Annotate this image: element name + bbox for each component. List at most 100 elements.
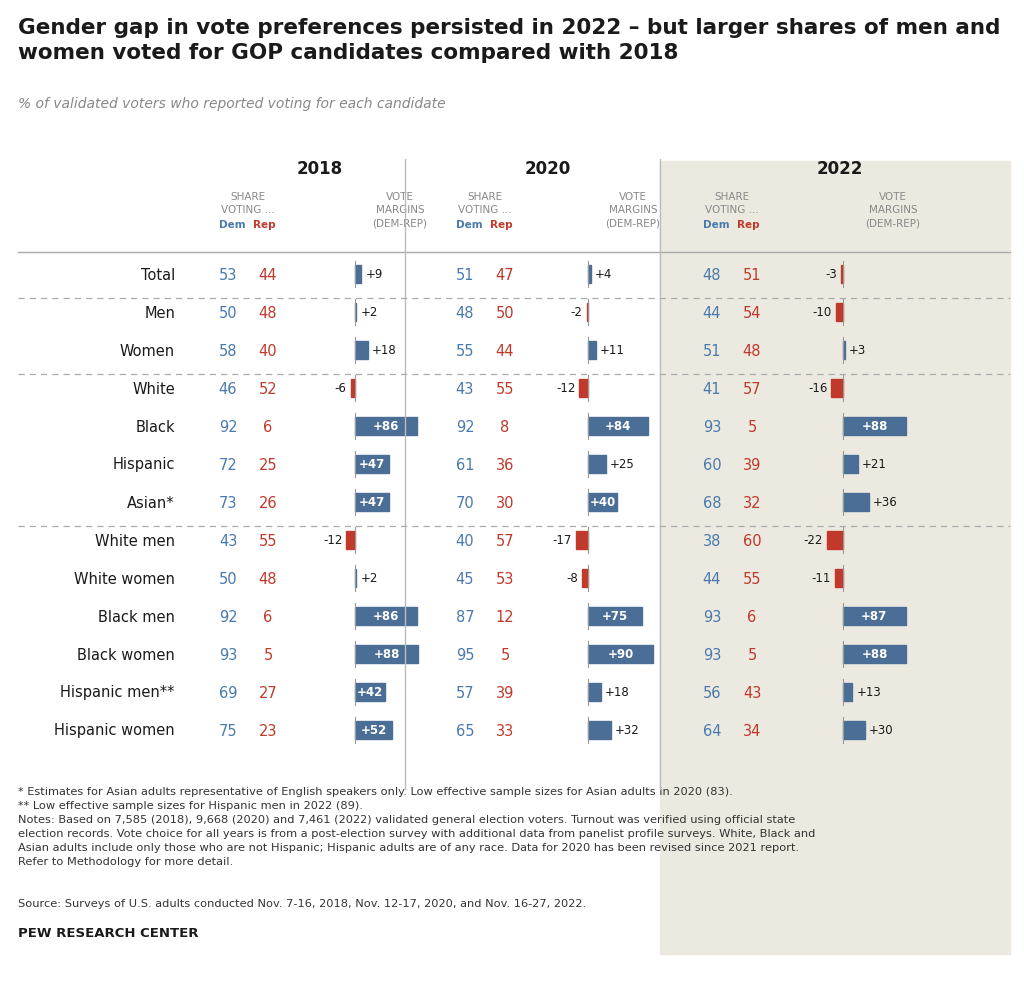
Bar	[583, 570, 588, 587]
Text: 64: 64	[702, 723, 721, 738]
Text: +90: +90	[607, 648, 634, 661]
Bar	[836, 570, 843, 587]
Text: 39: 39	[742, 457, 761, 472]
Text: +2: +2	[360, 306, 378, 319]
Bar	[588, 645, 653, 663]
Text: 43: 43	[456, 381, 474, 396]
Bar	[575, 532, 588, 550]
Bar	[588, 607, 642, 625]
Text: Gender gap in vote preferences persisted in 2022 – but larger shares of men and
: Gender gap in vote preferences persisted…	[18, 18, 1000, 63]
Text: 43: 43	[219, 533, 238, 548]
Text: 32: 32	[742, 495, 761, 510]
Text: 93: 93	[219, 647, 238, 662]
Text: 60: 60	[742, 533, 761, 548]
Text: +87: +87	[861, 610, 888, 623]
Bar	[355, 417, 417, 435]
Text: VOTE: VOTE	[879, 192, 907, 202]
Text: +47: +47	[358, 458, 385, 471]
Bar	[841, 265, 843, 283]
Bar	[843, 455, 858, 473]
Bar	[350, 380, 355, 398]
Text: 44: 44	[259, 267, 278, 282]
Text: 70: 70	[456, 495, 474, 510]
Text: Rep: Rep	[736, 220, 760, 230]
Text: 39: 39	[496, 685, 514, 700]
Bar	[355, 722, 392, 740]
Text: Black women: Black women	[77, 647, 175, 662]
Text: SHARE: SHARE	[715, 192, 750, 202]
Text: 12: 12	[496, 609, 514, 624]
Text: 73: 73	[219, 495, 238, 510]
Text: SHARE: SHARE	[467, 192, 503, 202]
Text: VOTING ...: VOTING ...	[706, 205, 759, 215]
Text: +9: +9	[366, 268, 383, 281]
Bar	[660, 162, 1010, 954]
Text: 44: 44	[496, 343, 514, 358]
Bar	[843, 722, 864, 740]
Text: 48: 48	[742, 343, 761, 358]
Text: 53: 53	[219, 267, 238, 282]
Text: +42: +42	[357, 686, 383, 699]
Bar	[346, 532, 355, 550]
Text: Men: Men	[144, 305, 175, 320]
Text: 6: 6	[748, 609, 757, 624]
Text: White men: White men	[95, 533, 175, 548]
Text: Total: Total	[140, 267, 175, 282]
Text: 6: 6	[263, 419, 272, 434]
Text: +36: +36	[872, 496, 898, 509]
Bar	[355, 304, 356, 322]
Text: 57: 57	[456, 685, 474, 700]
Text: 51: 51	[742, 267, 761, 282]
Bar	[831, 380, 843, 398]
Text: +88: +88	[861, 648, 888, 661]
Text: Dem: Dem	[219, 220, 246, 230]
Text: Rep: Rep	[253, 220, 275, 230]
Text: ** Low effective sample sizes for Hispanic men in 2022 (89).: ** Low effective sample sizes for Hispan…	[18, 800, 362, 810]
Text: MARGINS: MARGINS	[376, 205, 424, 215]
Text: Black men: Black men	[98, 609, 175, 624]
Text: 57: 57	[496, 533, 514, 548]
Text: 55: 55	[496, 381, 514, 396]
Text: -17: -17	[552, 534, 571, 547]
Text: 40: 40	[456, 533, 474, 548]
Text: 48: 48	[456, 305, 474, 320]
Text: 8: 8	[501, 419, 510, 434]
Text: 65: 65	[456, 723, 474, 738]
Text: 43: 43	[742, 685, 761, 700]
Bar	[355, 607, 417, 625]
Text: +32: +32	[615, 724, 640, 737]
Text: 92: 92	[219, 419, 238, 434]
Text: 5: 5	[501, 647, 510, 662]
Text: Black: Black	[135, 419, 175, 434]
Text: +86: +86	[373, 610, 399, 623]
Bar	[843, 417, 906, 435]
Text: 44: 44	[702, 305, 721, 320]
Text: +47: +47	[358, 496, 385, 509]
Text: 5: 5	[748, 419, 757, 434]
Text: (DEM-REP): (DEM-REP)	[373, 218, 427, 228]
Text: 92: 92	[456, 419, 474, 434]
Text: 55: 55	[456, 343, 474, 358]
Text: 53: 53	[496, 571, 514, 585]
Text: 95: 95	[456, 647, 474, 662]
Text: 55: 55	[259, 533, 278, 548]
Text: SHARE: SHARE	[230, 192, 265, 202]
Text: VOTING ...: VOTING ...	[221, 205, 274, 215]
Text: +2: +2	[360, 572, 378, 584]
Text: +25: +25	[610, 458, 635, 471]
Bar	[355, 683, 385, 702]
Bar	[355, 342, 368, 360]
Text: Hispanic women: Hispanic women	[54, 723, 175, 738]
Bar	[843, 342, 845, 360]
Text: 34: 34	[742, 723, 761, 738]
Text: 2020: 2020	[524, 160, 570, 178]
Text: Hispanic men**: Hispanic men**	[60, 685, 175, 700]
Text: 26: 26	[259, 495, 278, 510]
Bar	[843, 683, 852, 702]
Bar	[588, 455, 606, 473]
Text: (DEM-REP): (DEM-REP)	[605, 218, 660, 228]
Text: 58: 58	[219, 343, 238, 358]
Text: 57: 57	[742, 381, 761, 396]
Text: 56: 56	[702, 685, 721, 700]
Text: Asian*: Asian*	[127, 495, 175, 510]
